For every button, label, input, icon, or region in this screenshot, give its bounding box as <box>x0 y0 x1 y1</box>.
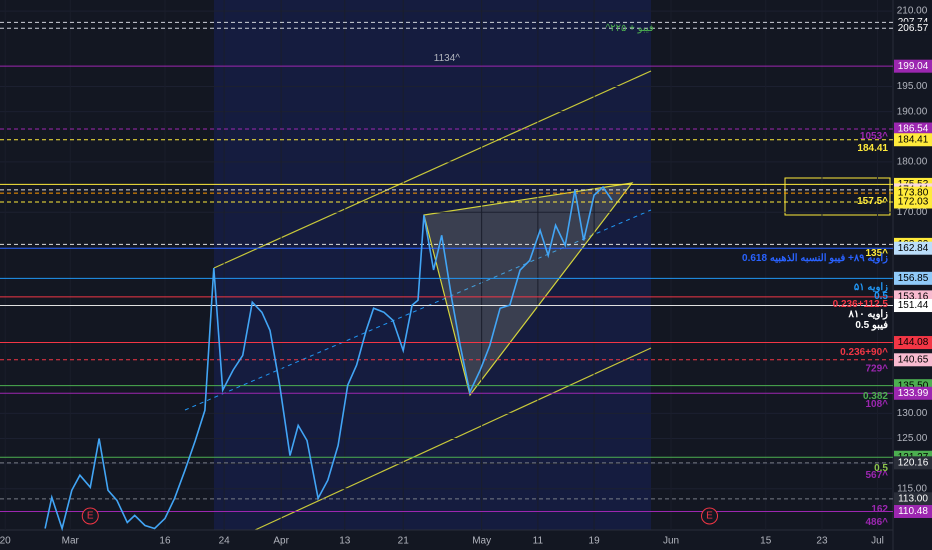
level-note: 184.41 <box>857 143 888 154</box>
y-tick-label: 115.00 <box>897 483 927 494</box>
level-note: 0.5 <box>874 463 888 474</box>
level-note: 162 <box>871 504 888 515</box>
channel-lower <box>254 347 652 531</box>
price-tag <box>894 336 932 350</box>
event-label: E <box>87 511 94 522</box>
level-note: فيبو 0.5 <box>855 320 888 331</box>
price-tag <box>894 241 932 255</box>
price-tag-label: 135.50 <box>898 380 929 391</box>
price-tag-label: 110.48 <box>898 506 928 517</box>
price-tag <box>894 59 932 73</box>
price-tag <box>894 195 932 209</box>
price-tag <box>894 271 932 285</box>
level-note: زاويه ۸۹+ فيبو النسبه الذهبيه 0.618 <box>742 253 888 264</box>
price-tag-label: 184.41 <box>898 134 929 145</box>
level-note: ^فيبو + ۲۲۵ <box>606 23 654 34</box>
price-tag <box>894 492 932 506</box>
level-note: 1053^ <box>860 131 888 142</box>
price-tag-label: 153.16 <box>898 292 929 303</box>
price-tag-label: 113.00 <box>898 493 928 504</box>
price-tag-label: 151.44 <box>898 300 929 311</box>
x-tick-label: 21 <box>398 536 410 547</box>
price-tag-label: 173.80 <box>898 188 929 199</box>
price-line <box>44 185 613 532</box>
level-note: 1134^ <box>434 53 461 64</box>
x-tick-label: 24 <box>219 536 231 547</box>
level-note: زاويه ۵۱ <box>854 282 888 293</box>
x-tick-label: Mar <box>62 536 80 547</box>
level-note: 135^ <box>865 248 888 259</box>
x-tick-label: 11 <box>533 536 544 547</box>
price-tag <box>894 353 932 367</box>
level-note: زاويه ۸۱۰ <box>848 309 889 320</box>
level-note: 729^ <box>865 364 888 375</box>
event-marker <box>81 507 99 525</box>
price-tag <box>894 21 932 35</box>
y-tick-label: 170.00 <box>897 207 928 218</box>
level-note: 108^ <box>865 399 888 410</box>
price-tag-label: 120.16 <box>898 457 929 468</box>
x-tick-label: 16 <box>159 536 171 547</box>
x-tick-label: Apr <box>273 536 289 547</box>
price-tag <box>894 133 932 147</box>
level-note: 486^ <box>865 517 888 528</box>
y-tick-label: 210.00 <box>897 6 928 17</box>
level-note: 157.5^ <box>857 196 888 207</box>
price-tag-label: 199.04 <box>898 61 929 72</box>
price-tag-label: 206.57 <box>898 23 929 34</box>
level-note: 0.5 <box>874 291 888 302</box>
price-tag-label: 156.85 <box>898 273 929 284</box>
price-tag-label: 140.65 <box>898 354 929 365</box>
event-marker <box>701 507 719 525</box>
price-tag <box>894 299 932 313</box>
level-note: 0.382 <box>863 391 888 402</box>
x-tick-label: 23 <box>816 536 828 547</box>
level-note: 0.236+112.5 <box>833 299 889 310</box>
price-tag <box>894 122 932 136</box>
price-tag <box>894 386 932 400</box>
x-tick-label: 13 <box>339 536 351 547</box>
channel-upper <box>213 70 652 269</box>
x-tick-label: May <box>472 536 491 547</box>
x-tick-label: 20 <box>0 536 11 547</box>
y-tick-label: 195.00 <box>897 81 928 92</box>
x-tick-label: 15 <box>760 536 772 547</box>
y-tick-label: 180.00 <box>897 157 928 168</box>
y-tick-label: 130.00 <box>897 408 928 419</box>
wedge <box>423 182 634 397</box>
level-note: 567^ <box>865 470 888 481</box>
price-tag <box>894 504 932 518</box>
price-tag-label: 133.99 <box>898 388 929 399</box>
level-note: 0.236+90^ <box>840 347 888 358</box>
price-tag <box>894 456 932 470</box>
y-tick-label: 190.00 <box>897 106 928 117</box>
target-box <box>784 177 891 216</box>
price-tag-label: 172.03 <box>898 197 929 208</box>
y-tick-label: 125.00 <box>897 433 928 444</box>
x-tick-label: Jun <box>663 536 679 547</box>
price-tag-label: 186.54 <box>898 124 929 135</box>
x-tick-label: 19 <box>589 536 601 547</box>
x-tick-label: Jul <box>871 536 884 547</box>
price-tag-label: 144.08 <box>898 337 929 348</box>
price-tag-label: 162.84 <box>898 243 929 254</box>
event-label: E <box>706 511 713 522</box>
